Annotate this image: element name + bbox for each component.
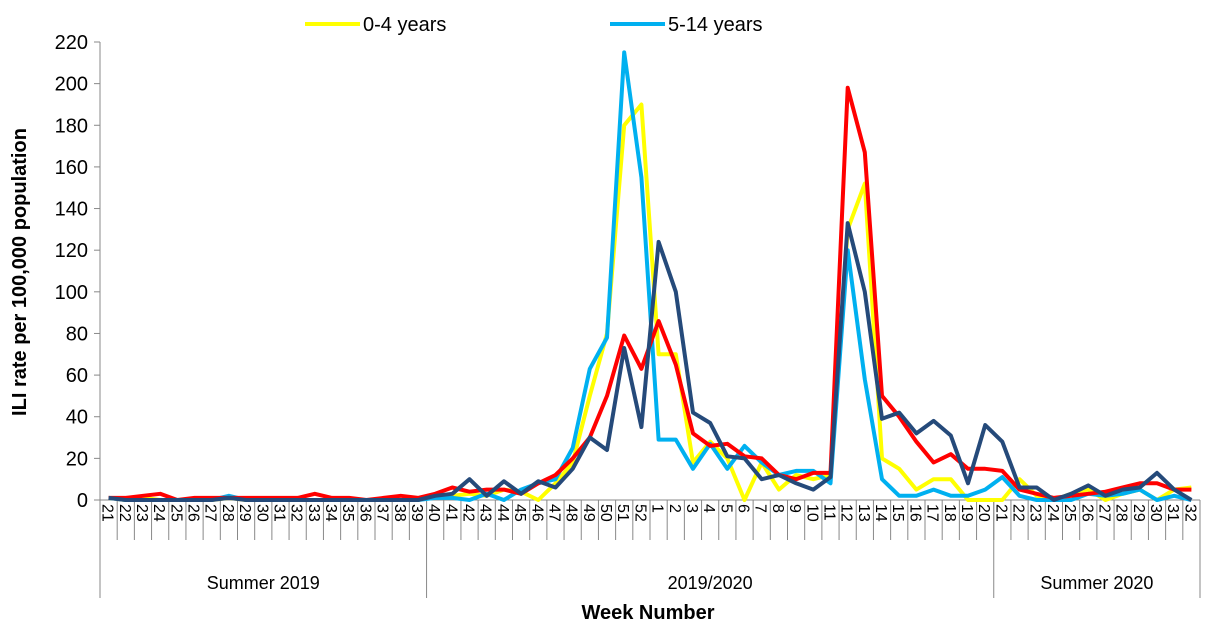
y-tick-label: 120 [55, 240, 88, 262]
series-line [108, 50, 1192, 502]
x-tick-label: 36 [356, 504, 373, 522]
x-tick-label: 11 [820, 504, 837, 521]
x-tick-label: 21 [992, 504, 1009, 522]
x-tick-label: 37 [374, 504, 391, 522]
x-tick-label: 21 [99, 504, 116, 522]
x-tick-label: 25 [167, 504, 184, 522]
x-tick-label: 16 [906, 504, 923, 522]
x-tick-label: 22 [116, 504, 133, 522]
x-tick-label: 41 [442, 504, 459, 522]
y-tick-label: 100 [55, 282, 88, 304]
x-tick-label: 24 [1044, 504, 1061, 522]
x-tick-label: 38 [391, 504, 408, 522]
group-label: Summer 2019 [207, 573, 320, 593]
x-tick-label: 7 [752, 504, 769, 513]
x-tick-label: 42 [460, 504, 477, 522]
x-axis-title: Week Number [581, 602, 714, 624]
x-tick-label: 15 [889, 504, 906, 522]
x-tick-label: 23 [1027, 504, 1044, 522]
x-tick-label: 5 [717, 504, 734, 513]
x-tick-label: 27 [202, 504, 219, 522]
x-tick-label: 32 [1181, 504, 1198, 522]
x-tick-label: 49 [580, 504, 597, 522]
y-tick-label: 200 [55, 74, 88, 96]
x-tick-label: 51 [614, 504, 631, 522]
x-tick-label: 31 [1164, 504, 1181, 522]
x-tick-label: 19 [958, 504, 975, 522]
x-tick-label: 29 [1130, 504, 1147, 522]
x-tick-label: 26 [1078, 504, 1095, 522]
x-tick-label: 6 [735, 504, 752, 513]
y-tick-label: 20 [66, 448, 88, 470]
x-tick-label: 13 [855, 504, 872, 522]
legend-label: 0-4 years [363, 14, 446, 36]
x-tick-label: 30 [253, 504, 270, 522]
x-tick-label: 28 [1113, 504, 1130, 522]
x-tick-label: 26 [185, 504, 202, 522]
x-tick-label: 29 [236, 504, 253, 522]
x-tick-label: 48 [563, 504, 580, 522]
x-tick-label: 30 [1147, 504, 1164, 522]
group-label: Summer 2020 [1040, 573, 1153, 593]
x-tick-label: 23 [133, 504, 150, 522]
x-tick-label: 44 [494, 504, 511, 522]
y-tick-label: 140 [55, 199, 88, 221]
x-tick-label: 27 [1095, 504, 1112, 522]
x-tick-label: 43 [477, 504, 494, 522]
x-tick-label: 8 [769, 504, 786, 513]
x-tick-label: 25 [1061, 504, 1078, 522]
x-tick-label: 50 [597, 504, 614, 522]
x-tick-label: 20 [975, 504, 992, 522]
y-tick-label: 160 [55, 157, 88, 179]
x-tick-label: 31 [270, 504, 287, 522]
x-tick-label: 39 [408, 504, 425, 522]
x-tick-label: 18 [941, 504, 958, 522]
x-tick-label: 12 [838, 504, 855, 522]
x-tick-label: 17 [924, 504, 941, 522]
y-tick-label: 180 [55, 115, 88, 137]
y-tick-label: 80 [66, 323, 88, 345]
x-tick-label: 24 [150, 504, 167, 522]
x-tick-label: 45 [511, 504, 528, 522]
x-tick-label: 46 [528, 504, 545, 522]
x-tick-label: 33 [305, 504, 322, 522]
x-tick-label: 34 [322, 504, 339, 522]
y-axis-title: ILI rate per 100,000 population [9, 128, 31, 416]
x-tick-label: 2 [666, 504, 683, 513]
group-label: 2019/2020 [668, 573, 753, 593]
x-tick-label: 28 [219, 504, 236, 522]
x-tick-label: 47 [545, 504, 562, 522]
x-tick-label: 32 [288, 504, 305, 522]
x-tick-label: 9 [786, 504, 803, 513]
y-tick-label: 220 [55, 32, 88, 54]
y-tick-label: 40 [66, 407, 88, 429]
x-tick-label: 35 [339, 504, 356, 522]
series-line [108, 221, 1193, 502]
x-tick-label: 40 [425, 504, 442, 522]
legend-label: 5-14 years [668, 14, 763, 36]
x-tick-label: 1 [649, 504, 666, 513]
x-tick-label: 22 [1010, 504, 1027, 522]
x-tick-label: 52 [631, 504, 648, 522]
y-tick-label: 60 [66, 365, 88, 387]
y-tick-label: 0 [77, 490, 88, 512]
x-tick-label: 10 [803, 504, 820, 522]
x-tick-label: 4 [700, 504, 717, 513]
x-tick-label: 3 [683, 504, 700, 513]
x-tick-label: 14 [872, 504, 889, 522]
